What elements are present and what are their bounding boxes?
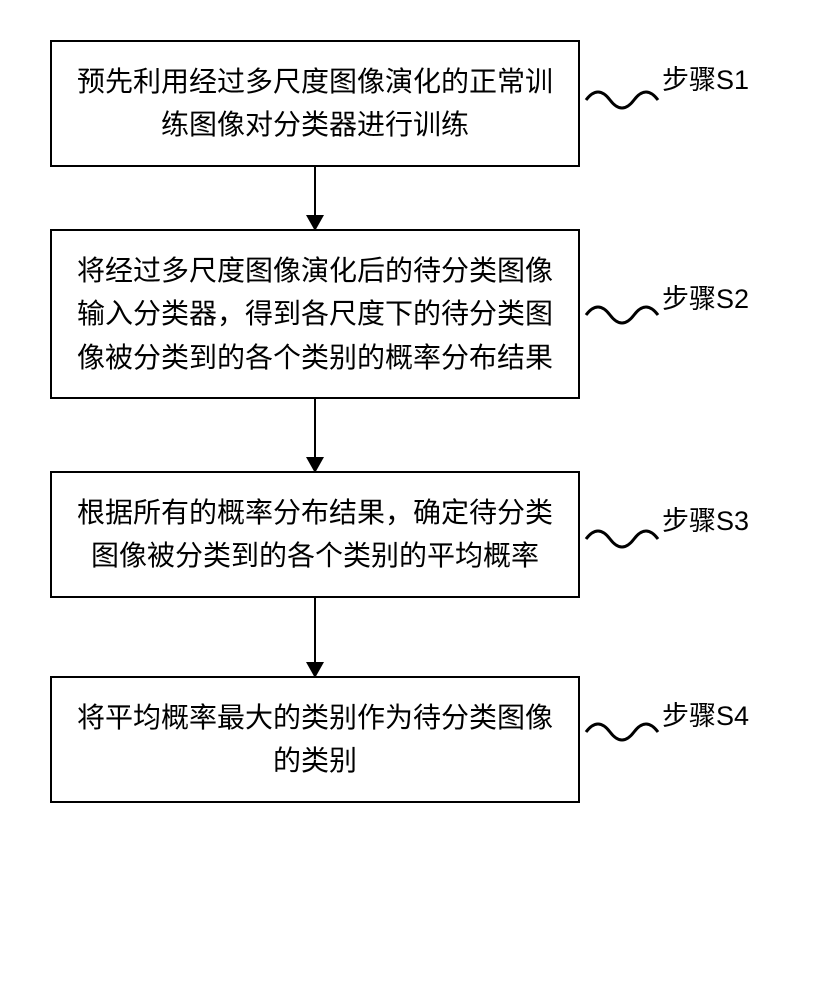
step-label-2: 步骤S2 xyxy=(662,277,749,316)
step-box-3: 根据所有的概率分布结果，确定待分类图像被分类到的各个类别的平均概率 xyxy=(50,471,580,598)
arrow-1 xyxy=(314,167,316,229)
step-box-2: 将经过多尺度图像演化后的待分类图像输入分类器，得到各尺度下的待分类图像被分类到的… xyxy=(50,229,580,399)
wave-connector-4 xyxy=(584,710,660,750)
flowchart-container: 预先利用经过多尺度图像演化的正常训练图像对分类器进行训练 步骤S1 将经过多尺度… xyxy=(50,40,750,803)
arrow-wrap-2 xyxy=(50,399,580,471)
arrow-wrap-3 xyxy=(50,598,580,676)
wave-connector-1 xyxy=(584,78,660,118)
step-row-1: 预先利用经过多尺度图像演化的正常训练图像对分类器进行训练 步骤S1 xyxy=(50,40,750,167)
step-row-3: 根据所有的概率分布结果，确定待分类图像被分类到的各个类别的平均概率 步骤S3 xyxy=(50,471,750,598)
step-text-2: 将经过多尺度图像演化后的待分类图像输入分类器，得到各尺度下的待分类图像被分类到的… xyxy=(77,255,553,373)
step-row-4: 将平均概率最大的类别作为待分类图像的类别 步骤S4 xyxy=(50,676,750,803)
step-row-2: 将经过多尺度图像演化后的待分类图像输入分类器，得到各尺度下的待分类图像被分类到的… xyxy=(50,229,750,399)
arrow-wrap-1 xyxy=(50,167,580,229)
step-text-4: 将平均概率最大的类别作为待分类图像的类别 xyxy=(77,702,553,776)
step-box-1: 预先利用经过多尺度图像演化的正常训练图像对分类器进行训练 xyxy=(50,40,580,167)
arrow-2 xyxy=(314,399,316,471)
step-text-3: 根据所有的概率分布结果，确定待分类图像被分类到的各个类别的平均概率 xyxy=(77,497,553,571)
step-text-1: 预先利用经过多尺度图像演化的正常训练图像对分类器进行训练 xyxy=(77,66,553,140)
wave-connector-3 xyxy=(584,517,660,557)
arrow-3 xyxy=(314,598,316,676)
wave-connector-2 xyxy=(584,293,660,333)
step-label-4: 步骤S4 xyxy=(662,694,749,733)
step-label-3: 步骤S3 xyxy=(662,499,749,538)
step-label-1: 步骤S1 xyxy=(662,58,749,97)
step-box-4: 将平均概率最大的类别作为待分类图像的类别 xyxy=(50,676,580,803)
